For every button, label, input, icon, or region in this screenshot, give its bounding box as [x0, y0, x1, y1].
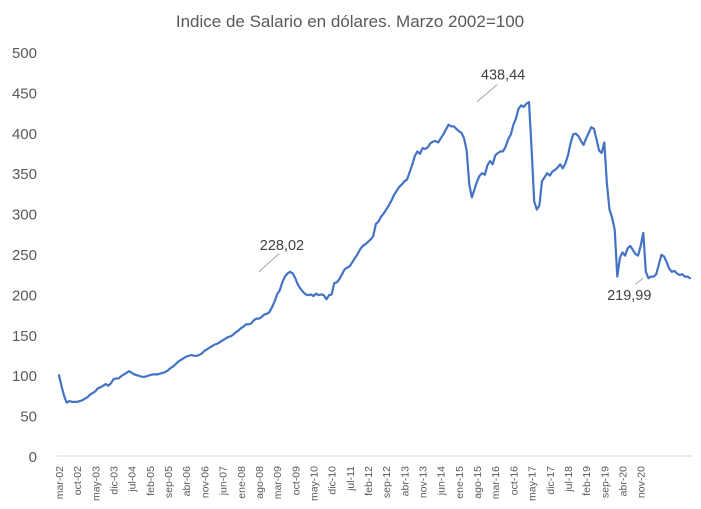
x-tick-label: dic-17: [545, 466, 557, 495]
y-axis-ticks: 0 50 100 150 200 250 300 350 400 450 500: [12, 45, 37, 466]
series-layer: [57, 100, 692, 404]
x-tick-label: abr-13: [399, 466, 411, 497]
series-line: [57, 100, 692, 404]
annotation-leader: [634, 277, 644, 285]
x-tick-label: mar-16: [490, 466, 502, 499]
x-tick-label: jul-04: [127, 466, 139, 493]
y-tick-label: 350: [12, 166, 37, 183]
x-tick-label: abr-06: [181, 466, 193, 497]
x-tick-label: jun-07: [218, 466, 230, 496]
x-tick-label: dic-10: [327, 466, 339, 495]
annotation-label: 219,99: [607, 288, 651, 304]
y-tick-label: 250: [12, 247, 37, 264]
annotation-label: 228,02: [260, 238, 304, 254]
x-axis-ticks: mar-02 oct-02 may-03 dic-03 jul-04 feb-05 sep-…: [54, 466, 648, 501]
x-tick-label: ago-08: [254, 466, 266, 499]
annotations-layer: 228,02 438,44 219,99: [258, 68, 651, 304]
x-tick-label: sep-05: [163, 466, 175, 498]
x-tick-label: may-17: [527, 466, 539, 501]
y-tick-label: 300: [12, 207, 37, 224]
x-tick-label: jul-11: [345, 466, 357, 492]
x-tick-label: feb-05: [145, 466, 157, 496]
y-tick-label: 400: [12, 126, 37, 143]
x-tick-label: may-03: [90, 466, 102, 501]
y-tick-label: 100: [12, 368, 37, 385]
x-tick-label: feb-12: [363, 466, 375, 496]
x-tick-label: ene-15: [454, 466, 466, 499]
x-tick-label: nov-06: [199, 466, 211, 498]
y-tick-label: 0: [29, 449, 37, 466]
x-tick-label: ago-15: [472, 466, 484, 499]
annotation-leader: [476, 84, 498, 103]
y-tick-label: 150: [12, 328, 37, 345]
x-tick-label: may-10: [308, 466, 320, 501]
y-tick-label: 50: [20, 409, 37, 426]
x-tick-label: abr-20: [617, 466, 629, 497]
x-tick-label: nov-20: [636, 466, 648, 498]
x-tick-label: sep-19: [599, 466, 611, 498]
x-tick-label: sep-12: [381, 466, 393, 498]
x-tick-label: mar-09: [272, 466, 284, 499]
x-tick-label: dic-03: [109, 466, 121, 495]
x-tick-label: ene-08: [236, 466, 248, 499]
x-tick-label: nov-13: [418, 466, 430, 498]
x-tick-label: oct-09: [290, 466, 302, 495]
y-tick-label: 450: [12, 85, 37, 102]
annotation-label: 438,44: [481, 68, 525, 84]
x-tick-label: mar-02: [54, 466, 66, 499]
annotation-leader: [258, 253, 280, 273]
y-tick-label: 200: [12, 287, 37, 304]
x-tick-label: jul-18: [563, 466, 575, 493]
y-tick-label: 500: [12, 45, 37, 62]
x-tick-label: oct-02: [72, 466, 84, 495]
x-tick-label: jun-14: [436, 466, 448, 496]
x-tick-label: oct-16: [508, 466, 520, 495]
chart-title: Indice de Salario en dólares. Marzo 2002…: [176, 12, 524, 31]
x-tick-label: feb-19: [581, 466, 593, 496]
